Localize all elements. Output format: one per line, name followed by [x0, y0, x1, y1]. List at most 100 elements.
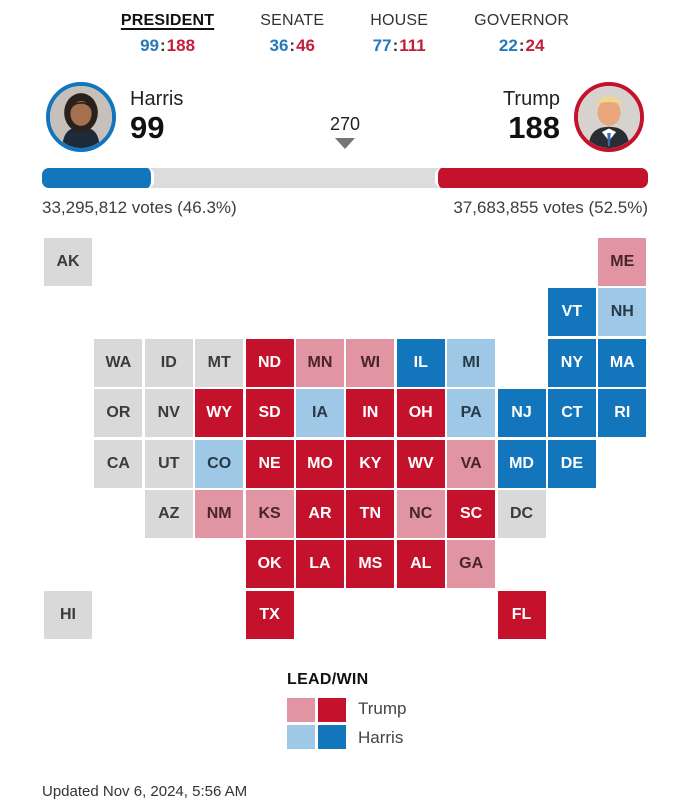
legend-labels: Trump Harris [358, 698, 407, 749]
state-tile-az[interactable]: AZ [144, 489, 193, 538]
state-tile-oh[interactable]: OH [396, 389, 445, 438]
electoral-vote-bar [42, 168, 648, 188]
trump-name: Trump [502, 88, 560, 110]
tab-governor-score: 22:24 [474, 36, 569, 56]
trump-summary: Trump 188 [503, 82, 644, 152]
map-legend: LEAD/WIN Trump Harris [287, 671, 690, 749]
harris-lead-swatch [287, 724, 315, 749]
state-tile-sd[interactable]: SD [245, 389, 294, 438]
tab-senate[interactable]: SENATE 36:46 [260, 12, 324, 56]
tab-house[interactable]: HOUSE 77:111 [370, 12, 428, 56]
state-tile-ks[interactable]: KS [245, 489, 294, 538]
state-tile-ct[interactable]: CT [547, 389, 596, 438]
state-tile-wi[interactable]: WI [346, 338, 395, 387]
score-separator: : [518, 36, 525, 55]
state-tile-in[interactable]: IN [346, 389, 395, 438]
state-tile-tx[interactable]: TX [245, 590, 294, 639]
state-tile-ma[interactable]: MA [598, 338, 647, 387]
state-tile-ms[interactable]: MS [346, 540, 395, 589]
tab-president-score: 99:188 [121, 36, 214, 56]
trump-info: Trump 188 [503, 82, 560, 145]
state-tile-nd[interactable]: ND [245, 338, 294, 387]
state-tile-me[interactable]: ME [598, 238, 647, 286]
state-tile-wa[interactable]: WA [94, 338, 143, 387]
tab-senate-score: 36:46 [260, 36, 324, 56]
state-tile-vt[interactable]: VT [547, 288, 596, 337]
harris-summary: Harris 99 [46, 82, 183, 152]
harris-bar-segment [42, 168, 154, 188]
threshold-marker: 270 [330, 114, 360, 149]
tab-senate-label: SENATE [260, 12, 325, 29]
tab-governor[interactable]: GOVERNOR 22:24 [474, 12, 569, 56]
state-tile-mi[interactable]: MI [447, 338, 496, 387]
governor-rep-count: 24 [525, 36, 545, 55]
state-tile-nm[interactable]: NM [195, 489, 244, 538]
governor-dem-count: 22 [498, 36, 518, 55]
senate-rep-count: 46 [296, 36, 315, 55]
state-tile-ak[interactable]: AK [44, 238, 92, 286]
state-tile-co[interactable]: CO [195, 439, 244, 488]
state-tile-map: AK ME VT NH WA ID MT ND MN WI IL MI NY MA OR NV WY SD IA IN… [44, 238, 690, 639]
legend-swatches [287, 697, 346, 749]
state-tile-id[interactable]: ID [144, 338, 193, 387]
state-tile-ne[interactable]: NE [245, 439, 294, 488]
state-tile-ny[interactable]: NY [547, 338, 596, 387]
state-tile-fl[interactable]: FL [497, 590, 546, 639]
state-tile-or[interactable]: OR [94, 389, 143, 438]
tab-president[interactable]: PRESIDENT 99:188 [121, 12, 214, 56]
house-dem-count: 77 [372, 36, 392, 55]
legend-title: LEAD/WIN [287, 670, 369, 688]
trump-bar-segment [435, 168, 648, 188]
president-rep-count: 188 [166, 36, 196, 55]
president-dem-count: 99 [140, 36, 159, 55]
state-tile-wv[interactable]: WV [396, 439, 445, 488]
state-tile-ky[interactable]: KY [346, 439, 395, 488]
harris-win-swatch [318, 724, 346, 749]
legend-body: Trump Harris [287, 697, 690, 749]
state-tile-ar[interactable]: AR [295, 489, 344, 538]
state-tile-nh[interactable]: NH [598, 288, 647, 337]
tab-governor-label: GOVERNOR [474, 12, 570, 29]
state-tile-ca[interactable]: CA [94, 439, 143, 488]
harris-avatar-image [50, 86, 112, 148]
state-tile-de[interactable]: DE [547, 439, 596, 488]
tab-house-score: 77:111 [370, 36, 428, 56]
state-tile-pa[interactable]: PA [447, 389, 496, 438]
state-tile-ri[interactable]: RI [598, 389, 647, 438]
harris-vote-total: 33,295,812 votes (46.3%) [42, 198, 237, 217]
state-tile-mo[interactable]: MO [295, 439, 344, 488]
state-tile-il[interactable]: IL [396, 338, 445, 387]
harris-name: Harris [130, 88, 184, 110]
state-tile-tn[interactable]: TN [346, 489, 395, 538]
trump-vote-total: 37,683,855 votes (52.5%) [453, 198, 648, 217]
state-tile-hi[interactable]: HI [44, 590, 92, 639]
state-tile-ga[interactable]: GA [447, 540, 496, 589]
score-separator: : [392, 36, 399, 55]
state-tile-al[interactable]: AL [396, 540, 445, 589]
tab-president-label: PRESIDENT [120, 12, 215, 29]
trump-photo [574, 82, 644, 152]
state-tile-ia[interactable]: IA [295, 389, 344, 438]
state-tile-mn[interactable]: MN [295, 338, 344, 387]
state-tile-nj[interactable]: NJ [497, 389, 546, 438]
score-separator: : [159, 36, 166, 55]
state-tile-nv[interactable]: NV [144, 389, 193, 438]
state-tile-va[interactable]: VA [447, 439, 496, 488]
score-separator: : [289, 36, 296, 55]
legend-label-trump: Trump [358, 698, 407, 718]
state-tile-dc[interactable]: DC [497, 489, 546, 538]
threshold-value: 270 [329, 114, 361, 134]
trump-avatar-image [578, 86, 640, 148]
state-tile-sc[interactable]: SC [447, 489, 496, 538]
state-tile-ok[interactable]: OK [245, 540, 294, 589]
race-nav: PRESIDENT 99:188 SENATE 36:46 HOUSE 77:1… [0, 12, 690, 56]
state-tile-la[interactable]: LA [295, 540, 344, 589]
popular-vote-row: 33,295,812 votes (46.3%) 37,683,855 vote… [42, 198, 648, 218]
state-tile-mt[interactable]: MT [195, 338, 244, 387]
state-tile-md[interactable]: MD [497, 439, 546, 488]
senate-dem-count: 36 [269, 36, 289, 55]
state-tile-nc[interactable]: NC [396, 489, 445, 538]
state-tile-ut[interactable]: UT [144, 439, 193, 488]
harris-electoral-votes: 99 [130, 110, 165, 145]
state-tile-wy[interactable]: WY [195, 389, 244, 438]
